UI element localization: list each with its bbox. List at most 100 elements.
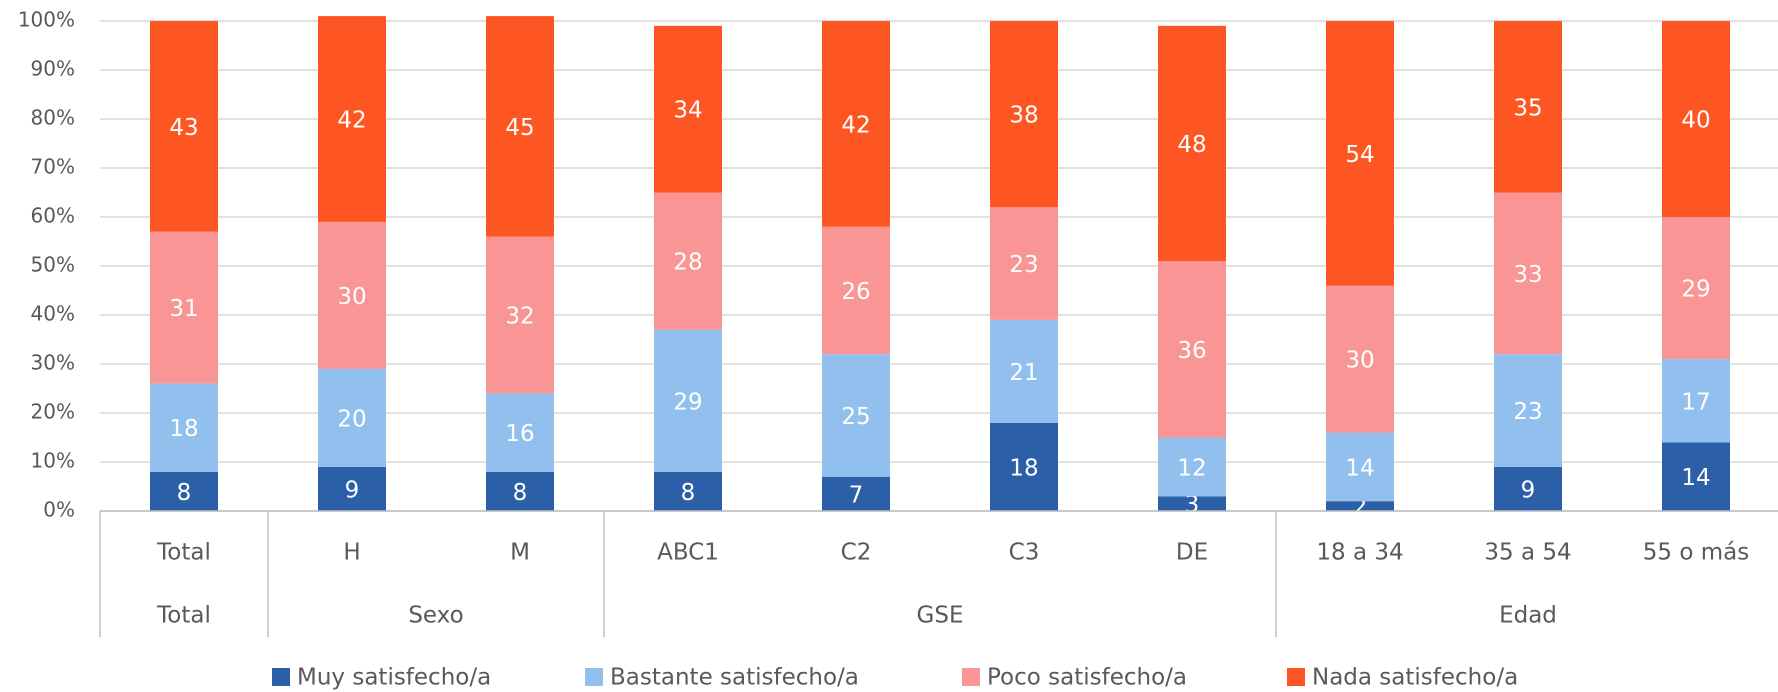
data-label: 12 xyxy=(1177,455,1206,481)
data-label: 35 xyxy=(1513,95,1542,121)
bar-segment xyxy=(822,354,890,477)
data-label: 23 xyxy=(1513,399,1542,425)
data-label: 20 xyxy=(337,406,366,432)
bar-segment xyxy=(1494,466,1562,511)
data-label: 36 xyxy=(1177,338,1206,364)
bar-segment xyxy=(990,21,1058,208)
y-tick-label: 40% xyxy=(31,302,75,326)
bar-segment xyxy=(990,422,1058,511)
legend-swatch xyxy=(1287,668,1305,686)
data-label: 8 xyxy=(513,480,528,506)
data-label: 45 xyxy=(505,115,534,141)
data-label: 29 xyxy=(673,389,702,415)
data-label: 26 xyxy=(841,279,870,305)
bar-segment xyxy=(654,192,722,330)
y-tick-label: 20% xyxy=(31,400,75,424)
group-label: GSE xyxy=(917,603,964,629)
y-tick-label: 100% xyxy=(18,8,75,32)
bar-segment xyxy=(1158,25,1226,262)
y-tick-label: 80% xyxy=(31,106,75,130)
data-label: 30 xyxy=(337,284,366,310)
y-tick-label: 60% xyxy=(31,204,75,228)
x-tick-label: M xyxy=(510,540,530,566)
x-tick-label: H xyxy=(343,540,360,566)
bar-segment xyxy=(150,231,218,384)
legend-swatch xyxy=(585,668,603,686)
x-tick-label: Total xyxy=(156,540,211,566)
data-label: 33 xyxy=(1513,262,1542,288)
bar-segment xyxy=(1494,354,1562,467)
data-label: 7 xyxy=(849,482,864,508)
bar-segment xyxy=(1326,285,1394,433)
bar-segment xyxy=(654,25,722,193)
data-label: 40 xyxy=(1681,108,1710,134)
y-tick-label: 0% xyxy=(43,498,75,522)
data-label: 42 xyxy=(841,112,870,138)
x-tick-label: DE xyxy=(1176,540,1208,566)
data-label: 8 xyxy=(681,480,696,506)
group-label: Total xyxy=(156,603,211,629)
bar-segment xyxy=(654,329,722,472)
bar-segment xyxy=(1326,501,1394,511)
bar-segment xyxy=(1662,21,1730,217)
legend-swatch xyxy=(962,668,980,686)
bar-segment xyxy=(1158,437,1226,497)
bar-segment xyxy=(1662,359,1730,443)
bar-segment xyxy=(654,471,722,511)
bar-segment xyxy=(822,476,890,511)
data-label: 14 xyxy=(1345,455,1374,481)
data-label: 29 xyxy=(1681,277,1710,303)
data-label: 32 xyxy=(505,304,534,330)
data-label: 18 xyxy=(169,416,198,442)
bar-segment xyxy=(318,368,386,467)
data-label: 21 xyxy=(1009,360,1038,386)
bar-segment xyxy=(1326,21,1394,286)
bar-segment xyxy=(486,16,554,237)
y-tick-label: 50% xyxy=(31,253,75,277)
x-tick-label: 55 o más xyxy=(1643,540,1749,566)
bar-segment xyxy=(318,16,386,222)
data-label: 54 xyxy=(1345,142,1374,168)
x-tick-label: C3 xyxy=(1009,540,1040,566)
legend-swatch xyxy=(272,668,290,686)
data-label: 14 xyxy=(1681,465,1710,491)
legend-label: Muy satisfecho/a xyxy=(297,665,491,691)
data-label: 16 xyxy=(505,421,534,447)
bar-segment xyxy=(150,471,218,511)
data-label: 30 xyxy=(1345,348,1374,374)
y-tick-label: 30% xyxy=(31,351,75,375)
bar-segment xyxy=(1662,442,1730,511)
bar-segment xyxy=(1662,217,1730,360)
x-tick-label: 35 a 54 xyxy=(1484,540,1571,566)
data-label: 9 xyxy=(1521,477,1536,503)
data-label: 23 xyxy=(1009,252,1038,278)
bar-segment xyxy=(990,319,1058,423)
bar-segment xyxy=(822,226,890,355)
data-label: 18 xyxy=(1009,455,1038,481)
legend-label: Poco satisfecho/a xyxy=(987,665,1187,691)
bar-segment xyxy=(150,21,218,232)
data-label: 42 xyxy=(337,108,366,134)
bar-segment xyxy=(318,466,386,511)
x-tick-label: 18 a 34 xyxy=(1316,540,1403,566)
data-label: 25 xyxy=(841,404,870,430)
group-label: Sexo xyxy=(408,603,463,629)
bar-segment xyxy=(486,471,554,511)
legend-label: Bastante satisfecho/a xyxy=(610,665,859,691)
data-label: 9 xyxy=(345,477,360,503)
bar-segment xyxy=(486,393,554,472)
data-label: 17 xyxy=(1681,389,1710,415)
y-tick-label: 10% xyxy=(31,449,75,473)
data-label: 28 xyxy=(673,250,702,276)
bar-segment xyxy=(1158,496,1226,511)
data-label: 38 xyxy=(1009,103,1038,129)
data-label: 43 xyxy=(169,115,198,141)
bar-segment xyxy=(990,207,1058,320)
data-label: 48 xyxy=(1177,132,1206,158)
bar-segment xyxy=(1494,192,1562,355)
bar-segment xyxy=(1494,21,1562,193)
bar-segment xyxy=(1326,432,1394,502)
x-tick-label: ABC1 xyxy=(657,540,719,566)
x-tick-label: C2 xyxy=(841,540,872,566)
